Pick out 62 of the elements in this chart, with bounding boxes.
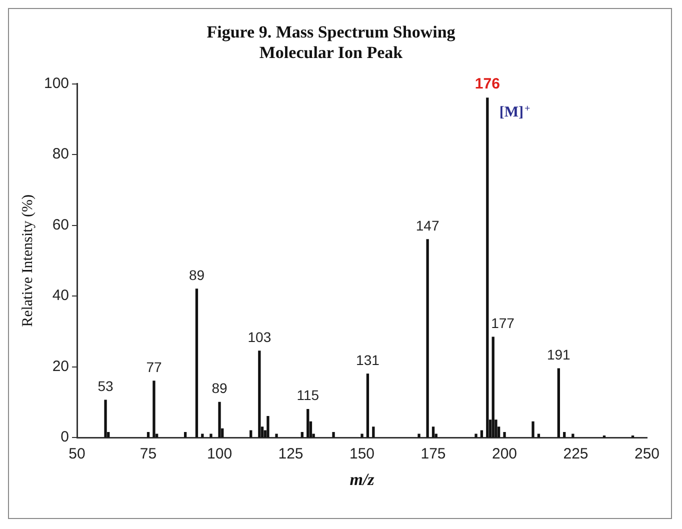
bar	[275, 434, 278, 438]
bar	[210, 434, 212, 438]
x-axis-title: m/z	[350, 470, 375, 490]
annotation: 89	[212, 380, 228, 396]
annotation: 176	[474, 76, 500, 93]
x-tick-label: 225	[563, 446, 588, 463]
bar	[360, 434, 364, 438]
x-tick-label: 175	[420, 446, 446, 463]
bar	[572, 434, 574, 438]
bar	[201, 434, 204, 438]
bar	[372, 426, 375, 438]
annotation: 89	[188, 266, 205, 283]
x-tick-label: 75	[140, 446, 157, 463]
bar	[480, 430, 484, 438]
x-tick-label: 100	[207, 446, 232, 463]
bar	[366, 374, 370, 438]
y-tick-label: 20	[52, 358, 70, 375]
y-tick-label: 40	[52, 287, 70, 304]
annotation: 77	[146, 358, 162, 375]
bar	[492, 336, 494, 438]
bar	[557, 368, 560, 438]
bar	[418, 434, 420, 438]
annotation: 147	[416, 217, 440, 234]
y-tick-label: 80	[52, 146, 70, 163]
bar	[563, 432, 566, 438]
annotation: 177	[491, 314, 515, 331]
bar	[537, 434, 540, 438]
text: Figure 9. Mass Spectrum Showing	[206, 22, 456, 42]
bar	[426, 239, 429, 438]
x-tick-label: 250	[634, 446, 660, 463]
bar	[266, 416, 270, 438]
annotation: 131	[356, 352, 380, 368]
y-tick-label: 0	[60, 428, 70, 446]
y-axis-title: Relative Intensity (%)	[20, 194, 36, 327]
bar	[306, 408, 310, 438]
text: Molecular Ion Peak	[259, 42, 403, 62]
bar	[250, 430, 252, 438]
x-tick-label: 150	[350, 446, 375, 463]
bar	[432, 426, 435, 438]
bar	[104, 400, 107, 438]
bar	[146, 432, 150, 438]
annotation: 191	[546, 346, 571, 362]
annotation: 115	[296, 387, 320, 404]
annotation: 103	[248, 328, 272, 345]
y-tick-label: 60	[52, 216, 70, 234]
bar	[503, 432, 506, 438]
annotation: 53	[98, 378, 114, 394]
bar	[532, 421, 534, 438]
y-tick-label: 100	[44, 74, 70, 92]
bar	[332, 432, 335, 438]
x-tick-label: 50	[68, 446, 86, 463]
bar	[218, 402, 221, 438]
bar	[258, 350, 261, 438]
x-tick-label: 125	[278, 446, 304, 463]
bar	[195, 288, 198, 438]
bar	[152, 380, 156, 438]
bar	[486, 98, 489, 438]
bar	[184, 432, 187, 438]
annotation: [M]+	[499, 104, 531, 120]
bar	[474, 434, 478, 438]
bar	[300, 432, 304, 438]
x-tick-label: 200	[492, 446, 518, 463]
